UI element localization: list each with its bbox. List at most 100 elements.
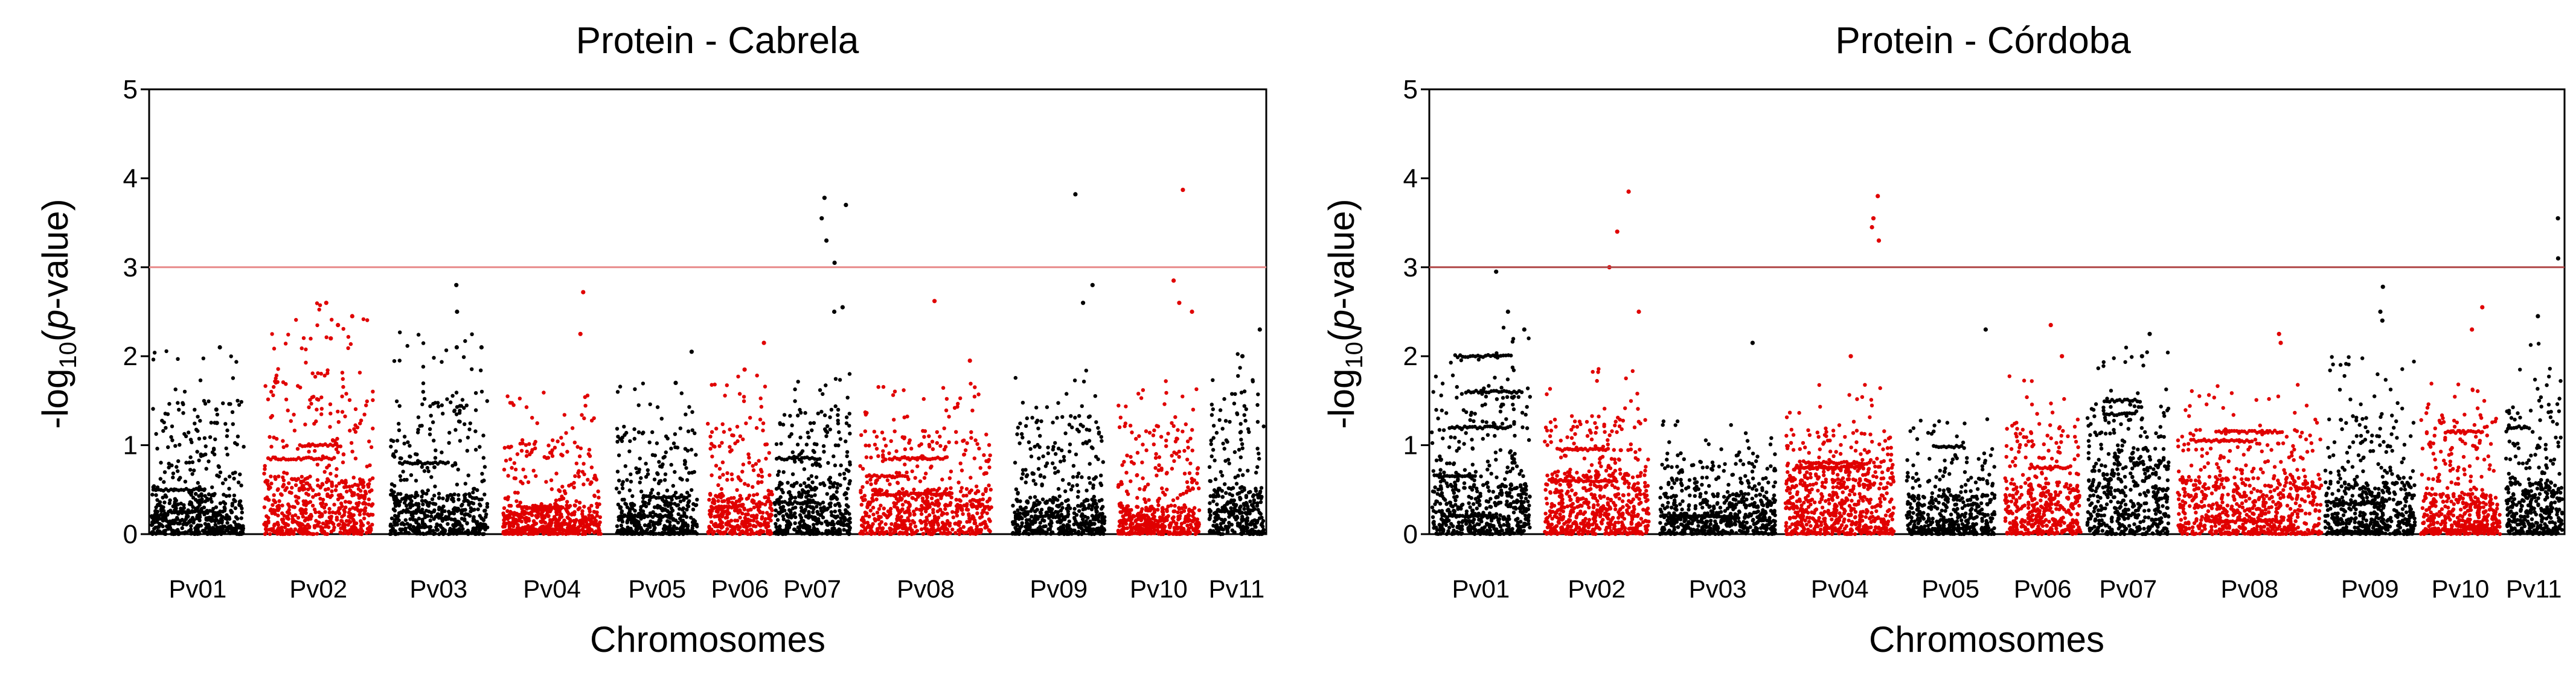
snp-point [167, 402, 171, 406]
snp-point [282, 479, 286, 482]
snp-point [1085, 489, 1088, 492]
snp-point [401, 470, 405, 473]
snp-point [212, 532, 216, 535]
snp-point [1092, 527, 1095, 531]
snp-point [300, 480, 303, 484]
snp-point [985, 511, 989, 515]
snp-point [174, 387, 178, 391]
snp-point [446, 498, 449, 502]
snp-point [479, 369, 482, 372]
snp-point [739, 435, 742, 438]
snp-point [938, 444, 942, 448]
snp-point [370, 488, 373, 492]
snp-point [987, 483, 990, 487]
snp-point [769, 518, 772, 522]
snp-point [668, 513, 672, 517]
snp-point [822, 508, 826, 512]
snp-point [952, 515, 955, 519]
snp-point [332, 522, 335, 526]
snp-point [826, 523, 830, 527]
snp-point [671, 517, 675, 521]
snp-point [452, 492, 456, 496]
y-axis-label: -log10(p-value) [35, 199, 82, 429]
snp-point [241, 528, 245, 532]
snp-point [234, 506, 237, 510]
snp-point [932, 488, 936, 491]
snp-point [228, 524, 232, 528]
snp-point [758, 502, 761, 505]
snp-point [359, 527, 363, 531]
snp-point [1018, 512, 1022, 515]
snp-point [1068, 442, 1072, 446]
snp-point [956, 529, 960, 532]
snp-point [815, 476, 818, 479]
snp-point [431, 497, 434, 501]
snp-point [290, 486, 293, 489]
snp-point [796, 526, 800, 529]
snp-point [293, 429, 296, 432]
snp-point [341, 532, 345, 535]
snp-point [737, 475, 740, 479]
snp-point [987, 517, 991, 521]
snp-point [787, 490, 791, 494]
snp-point [717, 444, 721, 448]
snp-point [460, 504, 463, 508]
snp-point [362, 317, 365, 321]
snp-point [777, 486, 780, 489]
snp-point [312, 395, 315, 398]
snp-point [292, 518, 295, 521]
snp-point [231, 410, 234, 414]
snp-point [969, 430, 973, 434]
snp-point [810, 480, 814, 484]
snp-point [242, 445, 245, 448]
snp-point [639, 508, 642, 512]
snp-point [740, 470, 744, 473]
snp-point [304, 361, 307, 365]
snp-point [736, 375, 740, 378]
snp-point [656, 492, 660, 496]
snp-point [156, 503, 160, 506]
snp-point [1080, 475, 1083, 479]
snp-point [325, 371, 329, 375]
snp-point [1091, 522, 1095, 526]
snp-point [368, 478, 371, 482]
snp-point [219, 532, 223, 536]
snp-point [721, 473, 725, 476]
snp-point [588, 448, 591, 451]
snp-point [740, 512, 744, 515]
snp-point [315, 323, 319, 327]
snp-point [536, 421, 539, 425]
snp-point [463, 422, 466, 426]
snp-point [189, 524, 193, 527]
snp-point [328, 472, 332, 476]
snp-point [393, 514, 397, 517]
snp-point [530, 450, 533, 454]
snp-point [793, 387, 796, 391]
snp-point [480, 497, 484, 501]
snp-point [817, 462, 821, 466]
snp-point [875, 435, 879, 438]
snp-point [414, 452, 417, 456]
snp-point [902, 525, 906, 529]
snp-point [1024, 468, 1027, 471]
snp-point [879, 504, 882, 508]
snp-point [687, 430, 690, 433]
snp-point [930, 497, 934, 500]
snp-point [814, 527, 818, 531]
snp-point [403, 501, 406, 505]
snp-point [961, 439, 964, 443]
snp-point [553, 532, 557, 535]
snp-point [217, 474, 221, 478]
snp-point [481, 523, 485, 526]
snp-point [868, 529, 872, 533]
snp-point [809, 506, 813, 509]
snp-point [347, 335, 350, 339]
snp-point [262, 472, 266, 476]
snp-point [327, 494, 330, 497]
snp-point [159, 461, 162, 464]
snp-point [263, 480, 267, 483]
snp-point [318, 497, 322, 500]
snp-point [588, 482, 592, 486]
snp-point [627, 450, 631, 453]
snp-point [907, 519, 911, 523]
